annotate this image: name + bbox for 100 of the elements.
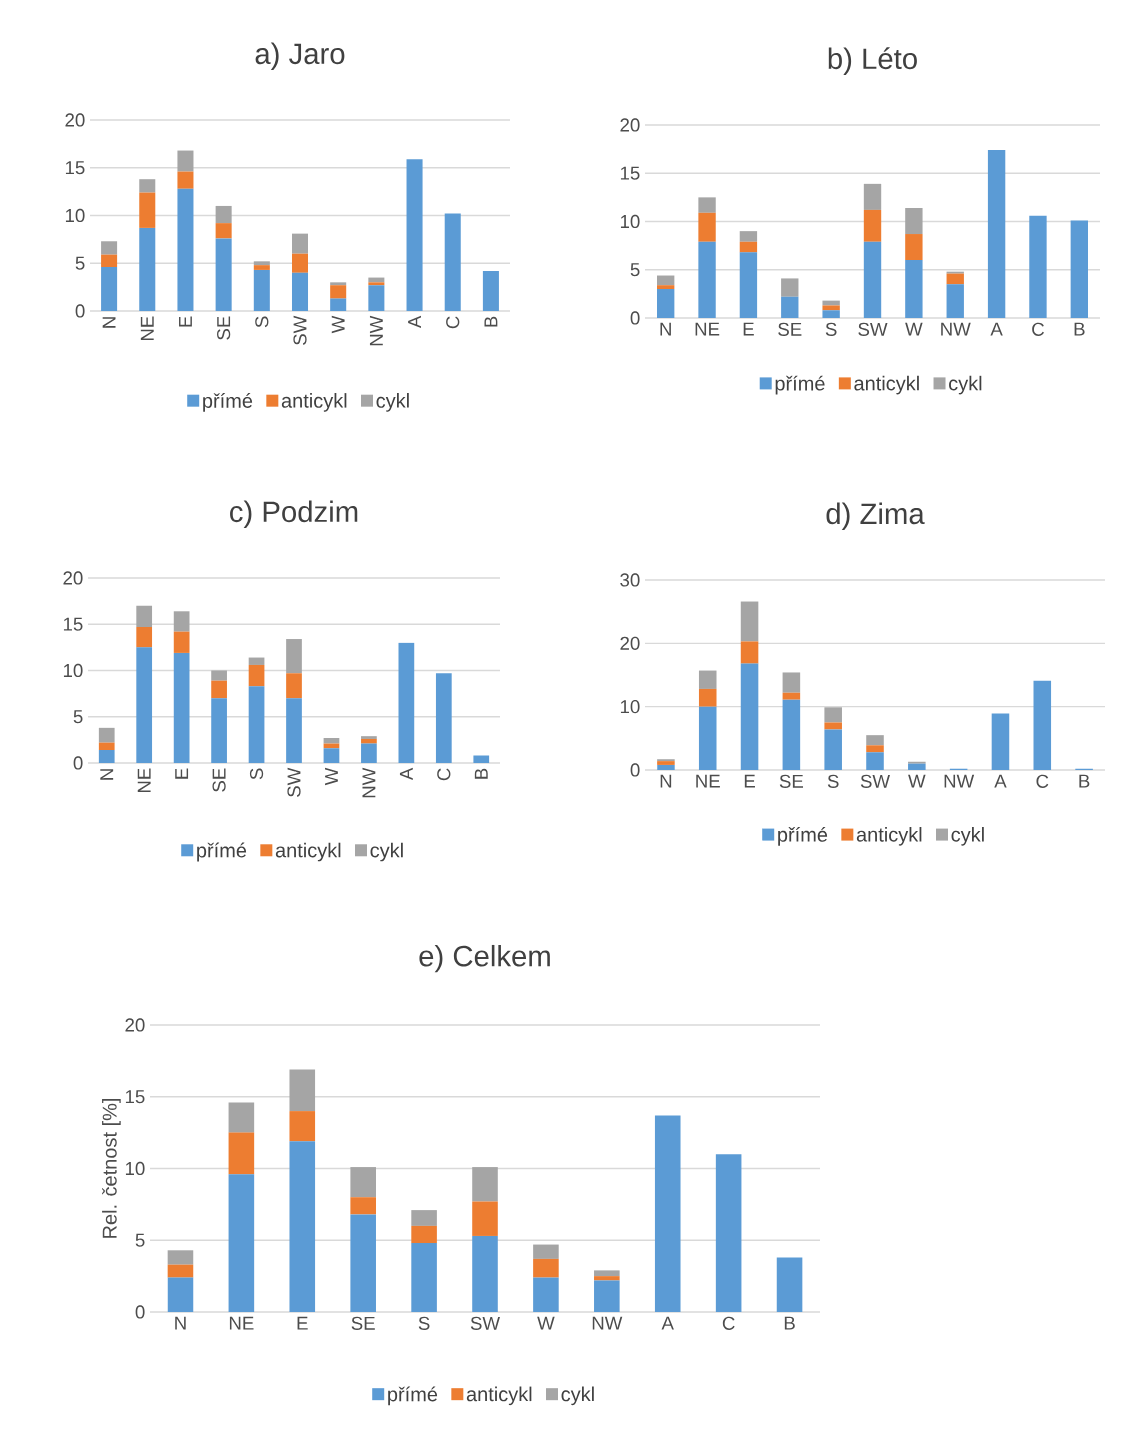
y-tick-label: 20	[63, 571, 83, 585]
bar	[1070, 220, 1089, 318]
legend-label: přímé	[775, 375, 825, 395]
bar	[411, 1243, 437, 1312]
bar	[824, 707, 842, 723]
x-tick-label: NW	[944, 774, 975, 788]
x-tick-label: SE	[778, 322, 802, 336]
x-tick-label: SE	[351, 1316, 375, 1330]
bar	[177, 171, 194, 189]
chart-title: a) Jaro	[255, 42, 345, 70]
bar	[361, 736, 377, 739]
bar	[330, 298, 347, 311]
bar	[863, 183, 882, 210]
x-tick-label: NE	[695, 322, 720, 336]
bar	[98, 742, 115, 751]
bar	[863, 241, 882, 318]
x-tick-label: SE	[212, 768, 226, 792]
bar	[289, 1069, 316, 1112]
bar	[211, 670, 227, 681]
bar	[398, 642, 415, 763]
bar	[330, 282, 347, 286]
bar	[698, 706, 717, 770]
bar	[1029, 215, 1047, 318]
x-tick-label: NE	[696, 774, 720, 788]
y-tick-label: 15	[63, 617, 83, 631]
x-tick-label: S	[827, 774, 839, 788]
bar	[657, 285, 675, 290]
legend-label: cykl	[376, 393, 409, 412]
bar	[594, 1270, 620, 1277]
x-tick-label: NE	[140, 316, 154, 341]
x-tick-label: C	[446, 316, 460, 329]
bar	[435, 673, 452, 763]
y-tick-label: 5	[630, 263, 640, 277]
x-tick-label: E	[743, 322, 754, 336]
y-tick-label: 15	[620, 166, 640, 180]
bar	[139, 192, 156, 228]
bar	[781, 278, 799, 297]
y-tick-label: 0	[73, 756, 83, 770]
y-tick-label: 20	[125, 1018, 145, 1032]
bar	[739, 241, 758, 253]
x-tick-label: NE	[137, 768, 151, 793]
bar	[361, 738, 377, 744]
bar	[776, 1257, 803, 1312]
legend-label: cykl	[951, 827, 984, 846]
bar	[289, 1141, 316, 1312]
bar	[698, 197, 716, 213]
x-tick-label: SE	[779, 774, 804, 788]
bar	[411, 1210, 437, 1226]
x-tick-label: SW	[293, 315, 307, 345]
bar	[824, 729, 842, 770]
bar	[291, 272, 309, 311]
bar	[323, 748, 340, 763]
bar	[905, 207, 923, 235]
bar	[211, 698, 227, 763]
x-tick-label: NW	[592, 1316, 623, 1330]
y-tick-label: 0	[75, 304, 85, 318]
legend-label: anticykl	[275, 842, 341, 862]
bar	[657, 764, 675, 770]
bar	[866, 735, 884, 746]
bar	[740, 663, 759, 770]
bar	[248, 664, 265, 687]
x-tick-label: A	[990, 322, 1003, 336]
bar	[167, 1277, 194, 1312]
bar	[822, 310, 840, 318]
bar	[253, 265, 270, 270]
bar	[472, 1235, 498, 1312]
x-tick-label: E	[175, 768, 189, 779]
bar	[987, 150, 1006, 318]
bar	[211, 680, 227, 699]
y-tick-label: 10	[620, 700, 640, 714]
bar	[228, 1102, 255, 1133]
bar	[350, 1214, 376, 1312]
x-tick-label: SW	[470, 1316, 500, 1330]
bar	[482, 270, 499, 311]
y-tick-label: 20	[620, 118, 640, 132]
x-tick-label: E	[297, 1316, 308, 1330]
bar	[177, 150, 194, 172]
bar	[594, 1276, 620, 1281]
y-tick-label: 5	[73, 710, 83, 724]
y-tick-label: 5	[75, 256, 85, 270]
bar	[350, 1167, 376, 1198]
bar	[905, 260, 923, 318]
chart-title: b) Léto	[828, 47, 917, 75]
bar	[286, 673, 302, 699]
bar	[330, 285, 347, 299]
x-tick-label: SW	[858, 322, 888, 336]
bar	[248, 686, 265, 763]
bar	[863, 209, 882, 242]
x-tick-label: C	[1036, 774, 1049, 788]
bar	[173, 652, 190, 763]
bar	[739, 252, 758, 318]
legend-label: přímé	[197, 842, 247, 862]
legend-label: přímé	[778, 826, 828, 846]
bar	[177, 188, 194, 311]
bar	[866, 745, 884, 753]
bar	[228, 1132, 255, 1175]
x-tick-label: E	[744, 774, 755, 788]
bar	[946, 284, 964, 318]
legend-label: cykl	[370, 842, 403, 862]
bar	[253, 269, 270, 311]
